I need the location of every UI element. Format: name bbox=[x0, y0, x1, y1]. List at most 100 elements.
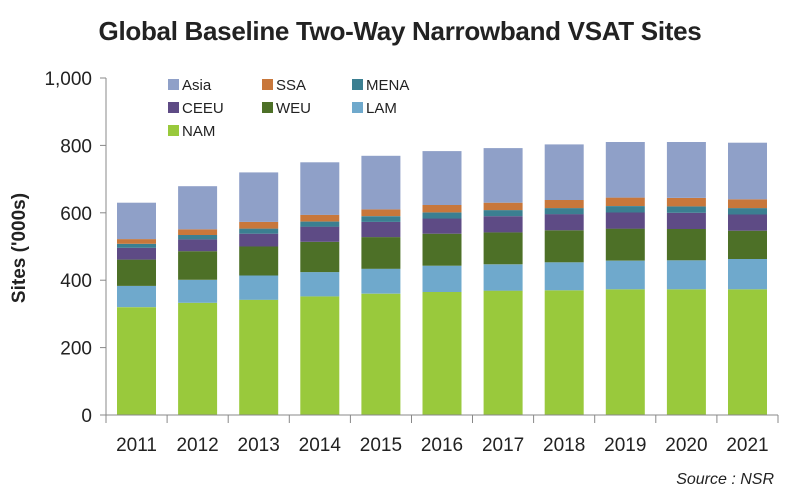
bar-ceeu-2012 bbox=[178, 239, 218, 252]
bar-ssa-2012 bbox=[178, 229, 218, 235]
legend-item-lam: LAM bbox=[352, 100, 397, 117]
x-tick-label: 2019 bbox=[604, 435, 646, 456]
legend-label-mena: MENA bbox=[366, 77, 409, 94]
legend-label-weu: WEU bbox=[276, 100, 311, 117]
legend-item-ssa: SSA bbox=[262, 77, 306, 94]
bar-lam-2020 bbox=[666, 260, 706, 290]
y-tick-label: 800 bbox=[60, 136, 92, 157]
bar-lam-2011 bbox=[117, 285, 156, 308]
legend-label-ceeu: CEEU bbox=[182, 100, 224, 117]
bar-mena-2011 bbox=[117, 243, 156, 248]
bar-asia-2011 bbox=[117, 202, 156, 240]
bar-mena-2020 bbox=[666, 206, 706, 213]
bar-weu-2015 bbox=[361, 237, 401, 269]
x-tick-label: 2013 bbox=[238, 435, 280, 456]
bar-asia-2012 bbox=[178, 186, 218, 230]
bar-asia-2016 bbox=[422, 151, 462, 205]
bar-weu-2016 bbox=[422, 233, 462, 266]
bar-ceeu-2014 bbox=[300, 226, 340, 242]
bars-layer bbox=[117, 142, 767, 415]
x-tick-label: 2011 bbox=[116, 435, 157, 456]
bar-weu-2017 bbox=[483, 232, 523, 265]
bar-mena-2013 bbox=[239, 228, 279, 234]
bar-ceeu-2019 bbox=[605, 212, 645, 229]
bar-ssa-2017 bbox=[483, 202, 523, 211]
bar-ceeu-2017 bbox=[483, 216, 523, 233]
chart-title: Global Baseline Two-Way Narrowband VSAT … bbox=[98, 16, 702, 46]
x-tick-label: 2016 bbox=[421, 435, 463, 456]
bar-lam-2021 bbox=[728, 259, 767, 290]
bar-ssa-2019 bbox=[605, 197, 645, 206]
y-axis-label: Sites ('000s) bbox=[9, 193, 30, 303]
x-tick-label: 2015 bbox=[360, 435, 402, 456]
bar-ceeu-2011 bbox=[117, 247, 156, 260]
bar-nam-2018 bbox=[544, 290, 584, 415]
x-tick-label: 2018 bbox=[543, 435, 585, 456]
x-tick-label: 2017 bbox=[482, 435, 524, 456]
bar-lam-2013 bbox=[239, 275, 279, 300]
bar-nam-2020 bbox=[666, 289, 706, 415]
bar-lam-2018 bbox=[544, 262, 584, 291]
bar-asia-2020 bbox=[666, 142, 706, 198]
bar-mena-2021 bbox=[728, 208, 767, 215]
legend-swatch-lam bbox=[352, 102, 363, 113]
bar-asia-2017 bbox=[483, 148, 523, 203]
bar-weu-2012 bbox=[178, 251, 218, 280]
bar-asia-2014 bbox=[300, 162, 340, 215]
bar-asia-2018 bbox=[544, 144, 584, 200]
bar-ssa-2016 bbox=[422, 205, 462, 213]
bar-mena-2015 bbox=[361, 216, 401, 222]
source-note: Source : NSR bbox=[676, 471, 774, 488]
bar-nam-2019 bbox=[605, 289, 645, 415]
legend: Asia SSA MENA CEEU WEU LAM NAM bbox=[168, 77, 409, 140]
bar-asia-2015 bbox=[361, 155, 401, 210]
bar-nam-2017 bbox=[483, 290, 523, 415]
legend-swatch-weu bbox=[262, 102, 273, 113]
bar-nam-2012 bbox=[178, 302, 218, 415]
bar-ssa-2013 bbox=[239, 221, 279, 229]
x-tick-label: 2012 bbox=[176, 435, 218, 456]
y-tick-label: 400 bbox=[60, 271, 92, 292]
x-tick-label: 2021 bbox=[726, 435, 768, 456]
bar-ceeu-2016 bbox=[422, 218, 462, 234]
bar-nam-2011 bbox=[117, 307, 156, 415]
bar-mena-2012 bbox=[178, 235, 218, 240]
legend-label-nam: NAM bbox=[182, 123, 215, 140]
y-tick-label: 600 bbox=[60, 204, 92, 225]
bar-lam-2016 bbox=[422, 265, 462, 292]
bar-nam-2013 bbox=[239, 299, 279, 415]
y-tick-label: 1,000 bbox=[44, 69, 92, 90]
bar-ssa-2018 bbox=[544, 200, 584, 209]
bar-nam-2015 bbox=[361, 293, 401, 415]
bar-mena-2019 bbox=[605, 206, 645, 213]
bar-ceeu-2021 bbox=[728, 214, 767, 231]
bar-mena-2016 bbox=[422, 212, 462, 219]
bar-lam-2019 bbox=[605, 260, 645, 290]
legend-swatch-ssa bbox=[262, 79, 273, 90]
bar-nam-2021 bbox=[728, 289, 767, 415]
bar-ceeu-2018 bbox=[544, 214, 584, 231]
y-tick-label: 0 bbox=[81, 406, 92, 427]
x-tick-label: 2014 bbox=[299, 435, 342, 456]
axes-layer: 2011 2012 2013 2014 2015 2016 2017 2018 2019 2020… bbox=[44, 69, 779, 456]
legend-item-ceeu: CEEU bbox=[168, 100, 224, 117]
legend-label-lam: LAM bbox=[366, 100, 397, 117]
bar-ceeu-2020 bbox=[666, 212, 706, 229]
bar-ssa-2015 bbox=[361, 209, 401, 217]
bar-weu-2011 bbox=[117, 259, 156, 286]
legend-swatch-ceeu bbox=[168, 102, 179, 113]
bar-weu-2021 bbox=[728, 230, 767, 259]
bar-weu-2013 bbox=[239, 246, 279, 276]
x-tick-label: 2020 bbox=[665, 435, 707, 456]
legend-item-asia: Asia bbox=[168, 77, 212, 94]
bar-lam-2017 bbox=[483, 264, 523, 291]
bar-weu-2018 bbox=[544, 230, 584, 263]
legend-label-ssa: SSA bbox=[276, 77, 306, 94]
legend-item-weu: WEU bbox=[262, 100, 311, 117]
bar-weu-2014 bbox=[300, 241, 340, 273]
bar-lam-2012 bbox=[178, 279, 218, 303]
bar-ssa-2021 bbox=[728, 199, 767, 209]
bar-mena-2017 bbox=[483, 210, 523, 217]
legend-item-nam: NAM bbox=[168, 123, 215, 140]
